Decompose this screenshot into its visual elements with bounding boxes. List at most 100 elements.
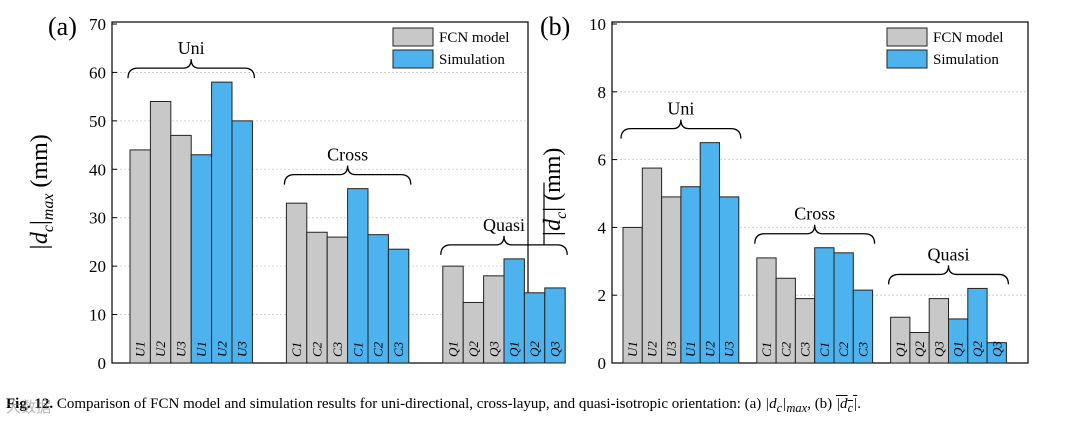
y-tick-label: 2	[598, 286, 607, 305]
bar-category-label: U1	[683, 341, 698, 357]
bar-uni-sim-u3	[719, 196, 740, 364]
bar-quasi-sim-q3	[544, 287, 566, 364]
bar-category-label: U1	[133, 341, 148, 357]
y-tick-label: 40	[89, 160, 106, 179]
bar-uni-sim-u2	[211, 81, 233, 364]
y-tick-label: 60	[89, 63, 106, 82]
bar-quasi-sim-q3	[986, 342, 1007, 364]
panel-label: (b)	[540, 12, 570, 41]
bar-category-label: Q2	[970, 341, 985, 357]
legend-label: Simulation	[439, 52, 505, 68]
bar-category-label: C2	[371, 341, 386, 357]
bar-category-label: U2	[214, 341, 229, 357]
y-tick-label: 70	[89, 15, 106, 34]
bar-uni-fcn-u2	[641, 167, 663, 364]
y-tick-label: 6	[598, 151, 607, 170]
bar-category-label: C1	[350, 342, 365, 357]
caption-math-b: |dc|	[835, 396, 858, 415]
group-label: Cross	[794, 204, 835, 224]
bar-category-label: U2	[644, 341, 659, 357]
y-tick-label: 20	[89, 257, 106, 276]
y-tick-label: 0	[598, 354, 607, 373]
bar-category-label: C2	[310, 341, 325, 357]
bar-category-label: Q1	[893, 341, 908, 357]
bar-category-label: C1	[759, 342, 774, 357]
legend-swatch	[392, 49, 434, 69]
group-bracket	[440, 235, 568, 255]
group-label: Cross	[327, 145, 368, 165]
bar-category-label: C3	[798, 341, 813, 357]
y-tick-label: 10	[589, 15, 606, 34]
legend-label: FCN model	[933, 30, 1003, 46]
group-bracket	[127, 59, 256, 79]
bar-category-label: Q1	[446, 341, 461, 357]
bar-category-label: Q2	[527, 341, 542, 357]
bar-category-label: U3	[722, 341, 737, 357]
caption-text: Comparison of FCN model and simulation r…	[53, 396, 766, 412]
group-bracket	[283, 165, 412, 185]
bar-category-label: C1	[817, 342, 832, 357]
bar-category-label: Q3	[931, 341, 946, 357]
y-tick-label: 30	[89, 209, 106, 228]
figure-caption: Fig. 12. Comparison of FCN model and sim…	[6, 396, 1076, 420]
bar-category-label: C2	[778, 341, 793, 357]
group-bracket	[754, 224, 876, 244]
y-axis-label: |dc|max (mm)	[27, 134, 57, 251]
bar-cross-fcn-c1	[285, 202, 308, 364]
bar-category-label: U2	[153, 341, 168, 357]
y-tick-label: 4	[598, 218, 607, 237]
bar-category-label: Q3	[486, 341, 501, 357]
group-label: Uni	[667, 99, 694, 119]
bar-cross-sim-c3	[387, 248, 410, 364]
y-tick-label: 10	[89, 306, 106, 325]
legend-label: Simulation	[933, 52, 999, 68]
caption-label: Fig. 12.	[6, 396, 54, 412]
bar-category-label: U2	[702, 341, 717, 357]
bar-category-label: U1	[194, 341, 209, 357]
caption-math-a: |dc|max	[765, 396, 808, 415]
bar-category-label: Q1	[951, 341, 966, 357]
caption-mid: , (b)	[807, 396, 836, 412]
bar-category-label: U3	[664, 341, 679, 357]
bar-category-label: Q2	[912, 341, 927, 357]
bar-uni-fcn-u3	[170, 134, 192, 364]
group-label: Uni	[178, 38, 205, 58]
legend-swatch	[392, 27, 434, 47]
bar-category-label: Q3	[548, 341, 563, 357]
bar-uni-sim-u3	[231, 120, 253, 364]
bar-category-label: C3	[391, 341, 406, 357]
legend-label: FCN model	[439, 30, 509, 46]
bar-category-label: C3	[855, 341, 870, 357]
bar-category-label: Q1	[507, 341, 522, 357]
chart-panel-0: 0 10 20 30 40 50 60 70 (a) |dc|max (mm) U1 U2 U3 U1 U2…	[27, 12, 568, 373]
bar-category-label: U3	[174, 341, 189, 357]
y-tick-label: 8	[598, 83, 607, 102]
bar-category-label: Q3	[989, 341, 1004, 357]
group-label: Quasi	[483, 215, 525, 235]
caption-end: .	[857, 396, 861, 412]
bar-category-label: U3	[235, 341, 250, 357]
bar-cross-sim-c3	[852, 289, 874, 364]
group-label: Quasi	[928, 244, 970, 264]
bar-uni-fcn-u1	[129, 149, 151, 364]
bar-uni-sim-u1	[190, 154, 213, 364]
bar-category-label: C1	[289, 342, 304, 357]
bar-category-label: C3	[330, 341, 345, 357]
bar-uni-sim-u1	[680, 186, 701, 364]
group-bracket	[887, 265, 1010, 285]
y-tick-label: 0	[98, 354, 107, 373]
panel-label: (a)	[48, 12, 77, 41]
bar-uni-fcn-u3	[661, 196, 682, 364]
bar-category-label: C2	[836, 341, 851, 357]
watermark: 大数据	[6, 398, 52, 416]
legend-swatch	[886, 49, 928, 69]
legend-swatch	[886, 27, 928, 47]
bar-category-label: Q2	[466, 341, 481, 357]
group-bracket	[620, 119, 742, 139]
bar-quasi-sim-q2	[967, 287, 988, 364]
bar-cross-sim-c1	[347, 188, 369, 364]
bar-category-label: U1	[625, 341, 640, 357]
bar-uni-sim-u2	[699, 142, 721, 364]
